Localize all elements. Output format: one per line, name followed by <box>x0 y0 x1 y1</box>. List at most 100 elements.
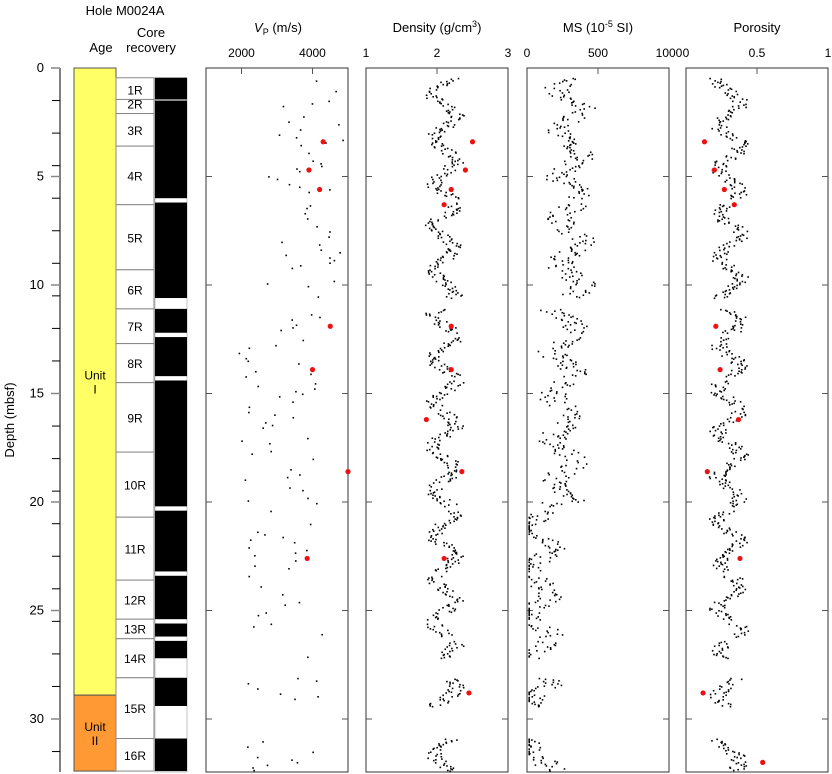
ms-data-point <box>571 500 574 503</box>
ms-x-tick-label: 1000 <box>656 46 683 60</box>
ms-data-point <box>549 557 552 559</box>
density-data-point <box>432 178 434 181</box>
ms-data-point <box>528 561 531 564</box>
porosity-data-point <box>747 276 749 278</box>
ms-panel: 0 500 1000 <box>524 46 683 773</box>
porosity-data-point <box>715 476 717 479</box>
density-data-point <box>436 457 439 459</box>
ms-data-point <box>547 472 550 474</box>
ms-data-point <box>533 689 535 692</box>
porosity-data-point <box>730 412 733 414</box>
ms-data-point <box>575 322 578 325</box>
density-data-point <box>438 481 441 484</box>
porosity-data-point <box>720 256 723 259</box>
porosity-data-point <box>723 600 726 602</box>
porosity-data-point <box>734 410 737 413</box>
porosity-data-point <box>723 389 725 392</box>
porosity-data-point <box>723 640 726 643</box>
ms-data-point <box>574 405 577 408</box>
ms-data-point <box>565 171 568 173</box>
ms-data-point <box>571 453 573 455</box>
porosity-data-point <box>722 487 725 490</box>
density-data-point <box>451 634 453 636</box>
porosity-data-point <box>725 432 727 434</box>
porosity-data-point <box>741 149 743 151</box>
ms-data-point <box>588 154 591 157</box>
porosity-data-point <box>726 566 728 568</box>
porosity-data-point <box>736 284 739 287</box>
density-data-point <box>437 264 439 266</box>
ms-data-point <box>586 187 589 190</box>
ms-data-point <box>528 611 531 614</box>
recovered-interval <box>155 677 187 706</box>
density-data-point <box>446 173 449 176</box>
vp-data-point <box>256 756 259 759</box>
density-data-point <box>427 222 430 224</box>
density-data-point <box>441 397 444 399</box>
porosity-data-point <box>731 147 733 150</box>
density-data-point <box>439 136 442 138</box>
density-data-point <box>441 143 444 145</box>
ms-data-point <box>566 354 568 357</box>
ms-data-point <box>563 173 565 176</box>
porosity-data-point <box>740 362 742 365</box>
ms-data-point <box>554 553 557 556</box>
porosity-data-point <box>729 597 732 600</box>
porosity-data-point <box>729 416 732 419</box>
density-data-point <box>446 280 449 282</box>
ms-data-point <box>563 471 566 474</box>
ms-data-point <box>584 289 587 292</box>
ms-data-point <box>570 409 573 411</box>
density-data-point <box>456 599 458 601</box>
density-data-point <box>440 190 442 192</box>
porosity-data-point <box>724 309 727 312</box>
density-data-point <box>425 312 427 315</box>
density-data-point <box>434 356 436 359</box>
vp-data-point <box>288 567 290 570</box>
vp-data-point <box>260 586 263 588</box>
density-data-point <box>446 147 449 150</box>
porosity-data-point <box>725 118 728 120</box>
density-data-point <box>451 740 453 743</box>
vp-data-point <box>308 191 310 194</box>
density-data-point <box>447 288 450 290</box>
porosity-data-point <box>742 591 744 594</box>
porosity-data-point <box>725 429 727 431</box>
density-data-point <box>436 262 439 265</box>
density-data-point <box>456 464 458 466</box>
porosity-data-point <box>730 88 733 90</box>
porosity-data-point <box>723 568 726 571</box>
porosity-data-point <box>729 468 731 471</box>
density-data-point <box>458 210 461 212</box>
ms-data-point <box>536 649 538 652</box>
porosity-data-point <box>731 544 734 546</box>
density-data-point <box>450 382 453 385</box>
porosity-data-point <box>725 614 727 617</box>
ms-data-point <box>567 421 570 424</box>
ms-data-point <box>548 605 550 608</box>
density-data-point <box>437 356 440 358</box>
density-data-point <box>439 272 442 275</box>
porosity-data-point <box>722 605 724 608</box>
density-data-point <box>432 497 434 500</box>
vp-data-point <box>257 385 260 388</box>
ms-data-point <box>530 563 532 565</box>
vp-data-point <box>295 390 297 393</box>
density-data-point <box>427 133 430 135</box>
porosity-data-point <box>730 463 732 465</box>
density-data-point <box>430 92 432 95</box>
density-data-point <box>429 407 432 409</box>
porosity-data-point <box>732 196 735 198</box>
core-label: 7R <box>127 320 143 334</box>
porosity-data-point <box>718 642 721 644</box>
ms-data-point <box>549 648 552 651</box>
density-data-point <box>447 700 450 703</box>
ms-data-point <box>567 219 570 221</box>
density-data-point <box>453 550 456 553</box>
density-data-point <box>452 607 454 610</box>
ms-data-point <box>567 407 570 410</box>
density-data-point <box>443 342 445 344</box>
porosity-data-point <box>735 287 738 290</box>
density-discrete-sample-point <box>469 139 476 145</box>
core-interval <box>115 677 155 740</box>
